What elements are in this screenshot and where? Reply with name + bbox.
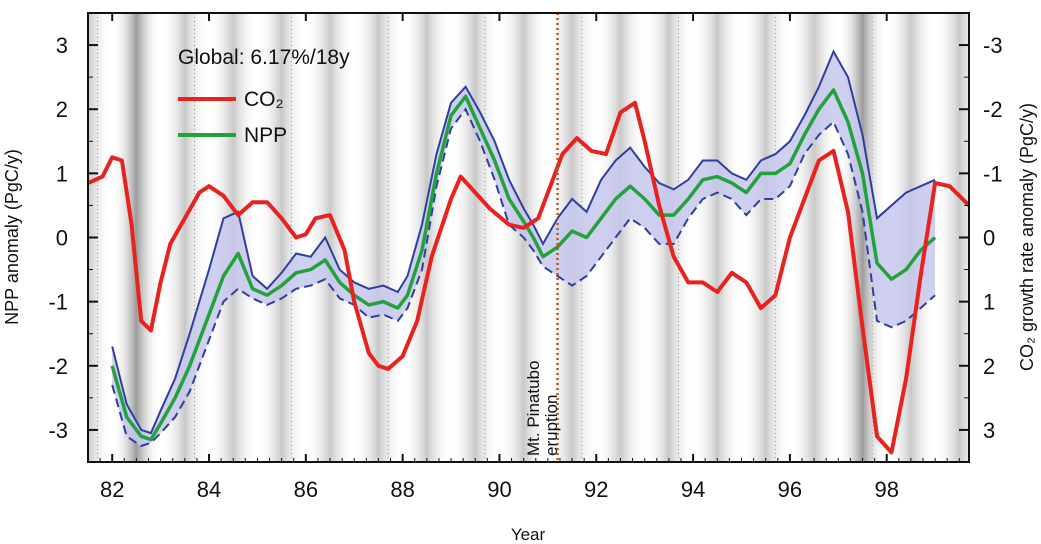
event-label-line2: eruption [542,395,561,456]
axis-ticks: 82 84 86 88 90 92 94 96 98 3 -3 2 -2 1 -1 0 0 -1 1 -2 2 -3 3 [48,12,1003,502]
y-tick-label-right: 3 [983,418,995,443]
legend: CO₂ NPP [178,88,287,147]
y-tick-label-left: 0 [56,226,68,251]
npp-upper-line [111,49,936,435]
y-tick-label-left: -3 [48,418,68,443]
y-tick-label-right: -1 [983,161,1003,186]
y-tick-label-right: 0 [983,226,995,251]
x-tick-label: 84 [197,477,221,502]
x-axis-label: Year [511,525,546,544]
npp-lower-line [111,107,936,448]
annotation-global: Global: 6.17%/18y [178,46,350,69]
y-axis-label-left: NPP anomaly (PgC/y) [2,149,22,325]
npp-line [110,88,937,442]
y-tick-label-left: 3 [56,33,68,58]
y-tick-label-right: 2 [983,354,995,379]
x-tick-label: 86 [294,477,318,502]
x-tick-label: 96 [778,477,802,502]
y-tick-label-right: 1 [983,290,995,315]
shade-band [741,13,790,462]
shade-band [451,13,500,462]
shade-band [305,13,355,462]
y-axis-label-right: CO₂ growth rate anomaly (PgC/y) [1017,103,1037,371]
co2-line [88,100,969,455]
legend-co2-label: CO₂ [244,88,284,111]
x-tick-label: 94 [681,477,705,502]
x-tick-label: 88 [390,477,414,502]
y-tick-label-left: 2 [56,97,68,122]
x-tick-label: 82 [100,477,124,502]
y-tick-label-left: 1 [56,161,68,186]
shade-band [693,13,742,462]
x-tick-label: 90 [487,477,511,502]
y-tick-label-right: -3 [983,33,1003,58]
y-tick-label-left: -2 [48,354,68,379]
x-tick-label: 92 [584,477,608,502]
event-label-line1: Mt. Pinatubo [524,361,543,456]
legend-npp-label: NPP [244,124,287,147]
series-layer [88,49,969,455]
y-tick-label-right: -2 [983,97,1003,122]
shade-band [354,13,403,462]
x-tick-label: 98 [874,477,898,502]
y-tick-label-left: -1 [48,290,68,315]
